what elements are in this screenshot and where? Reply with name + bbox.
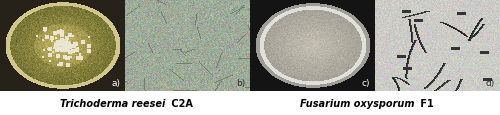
Text: b): b) [236,79,245,88]
Text: d): d) [486,79,495,88]
Text: Fusarium oxysporum: Fusarium oxysporum [300,98,414,108]
Text: Trichoderma reesei: Trichoderma reesei [60,98,166,108]
Text: c): c) [362,79,370,88]
Text: C2A: C2A [168,98,193,108]
Text: a): a) [111,79,120,88]
Text: F1: F1 [417,98,434,108]
